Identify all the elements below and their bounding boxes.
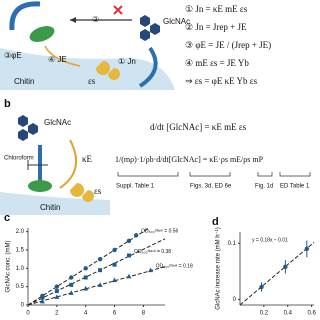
- inhibition: [27, 160, 48, 170]
- point: [126, 273, 132, 279]
- point: [69, 275, 74, 280]
- point: [112, 277, 118, 283]
- glcnac-icon: [140, 15, 160, 41]
- y-tick-label: 1.0: [16, 266, 25, 272]
- enzyme: [29, 26, 55, 42]
- point: [83, 275, 88, 280]
- chitin-label: Chitin: [40, 203, 60, 212]
- arrow: [59, 139, 78, 189]
- point: [40, 295, 45, 300]
- y-axis-label: GlcNAc increase rate (mM h⁻¹): [216, 227, 222, 310]
- x-tick-label: 0.2: [260, 311, 269, 317]
- equation: ⇒ εs = φE κE Yb εs: [185, 76, 258, 86]
- glcnac-label: GlcNAc: [44, 118, 71, 127]
- x-tick-label: 0.4: [284, 311, 293, 317]
- annotation: y = 0.18x − 0.01: [252, 237, 288, 243]
- equation: ② Jn = Jrep + JE: [185, 22, 247, 32]
- fit-line: [239, 241, 315, 306]
- es-label: εs: [94, 186, 102, 196]
- point: [112, 262, 117, 267]
- x-tick-label: 0.6: [307, 311, 316, 317]
- point: [68, 290, 74, 295]
- panel-label: c: [4, 212, 10, 224]
- point: [98, 268, 103, 273]
- point: [39, 298, 45, 304]
- point: [54, 294, 60, 299]
- equation: d/dt [GlcNAc] = κE mE εs: [150, 122, 247, 132]
- enzyme: [28, 180, 52, 192]
- kappa-label: κE: [82, 154, 93, 164]
- equation: ① Jn = κE mE εs: [185, 4, 248, 14]
- arrow: [9, 1, 41, 31]
- point: [83, 266, 88, 271]
- x-tick-label: 2: [55, 311, 59, 317]
- je-label: ④ JE: [48, 55, 67, 64]
- point: [148, 267, 154, 273]
- es-label: εs: [88, 76, 96, 86]
- note: Suppl. Table 1: [116, 184, 155, 190]
- x-tick-label: 8: [142, 311, 146, 317]
- point: [304, 246, 310, 252]
- y-tick-label: 0.5: [16, 284, 25, 290]
- trend-line: [27, 227, 150, 306]
- point: [97, 282, 103, 287]
- point: [133, 233, 139, 238]
- note: Figs. 3d, ED 6e: [190, 184, 232, 190]
- brace: [117, 172, 311, 177]
- arrowhead: [70, 17, 76, 23]
- y-axis-label: GlcNAc conc. (mM): [6, 240, 12, 292]
- point: [83, 285, 89, 291]
- phi-label: ③φE: [4, 51, 22, 60]
- arrow: [44, 45, 81, 67]
- chitin-region: [0, 192, 110, 215]
- y-tick-label: 0: [21, 303, 25, 309]
- point: [259, 284, 264, 290]
- enzyme-es: [96, 61, 120, 80]
- point: [54, 284, 60, 289]
- cross: [113, 5, 123, 15]
- equation: 1/(mρ)·1/ρb·d/dt[GlcNAc] = κE·ρs mE/ρs m…: [115, 155, 264, 164]
- equation: ④ mE εs = JE Yb: [185, 58, 249, 68]
- note: ED Table 1: [280, 184, 310, 190]
- x-tick-label: 0: [26, 311, 30, 317]
- y-tick-label: 2.0: [16, 229, 25, 235]
- panel-label: b: [4, 98, 11, 110]
- note: Fig. 1d: [255, 184, 273, 190]
- y-tick-label: 0: [233, 297, 237, 303]
- point: [97, 256, 103, 262]
- arrow: [138, 46, 158, 88]
- glcnac-label: GlcNAc: [163, 17, 190, 26]
- panel-label: d: [212, 216, 219, 228]
- chloroform-label: Chloroform: [4, 156, 34, 162]
- enzyme-es: [70, 183, 94, 202]
- jn-label: ① Jn: [118, 57, 136, 66]
- glcnac-icon: [18, 115, 38, 141]
- point: [283, 264, 288, 270]
- point: [112, 247, 117, 253]
- x-tick-label: 4: [84, 311, 88, 317]
- y-tick-label: 1.5: [16, 248, 25, 254]
- point: [69, 282, 74, 287]
- legend-label: OD₆₀₀ᵇˡᵃⁿᵏ = 0.18: [156, 263, 193, 269]
- legend-label: OD₆₀₀ᵇˡᵃⁿᵏ = 0.56: [141, 229, 178, 235]
- legend-label: OD₆₀₀ᵇˡᵃⁿᵏ = 0.38: [134, 249, 171, 255]
- equation: ③ φE = JE / (Jrep + JE): [185, 40, 271, 50]
- step-label: ②: [92, 15, 99, 24]
- point: [126, 238, 132, 244]
- chitin-label: Chitin: [14, 77, 34, 86]
- point: [54, 289, 59, 294]
- x-tick-label: 6: [113, 311, 117, 317]
- trend-line: [27, 238, 166, 306]
- chitin-region: [0, 48, 175, 90]
- y-tick-label: 0.1: [228, 241, 237, 247]
- point: [126, 253, 131, 258]
